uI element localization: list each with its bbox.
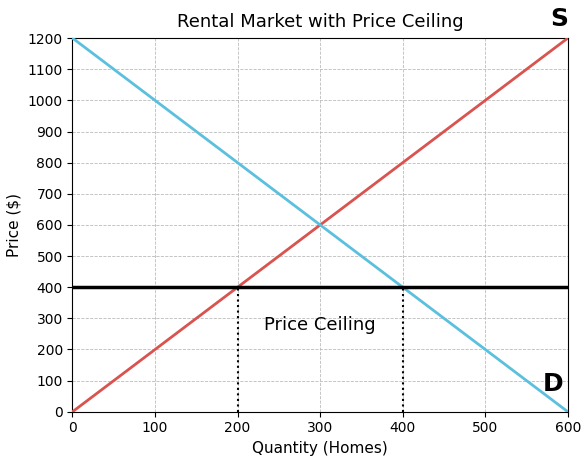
Text: S: S (550, 6, 568, 31)
Y-axis label: Price ($): Price ($) (7, 193, 22, 257)
Text: D: D (543, 372, 564, 396)
Text: Price Ceiling: Price Ceiling (265, 316, 376, 333)
Title: Rental Market with Price Ceiling: Rental Market with Price Ceiling (177, 13, 463, 31)
X-axis label: Quantity (Homes): Quantity (Homes) (252, 441, 388, 456)
